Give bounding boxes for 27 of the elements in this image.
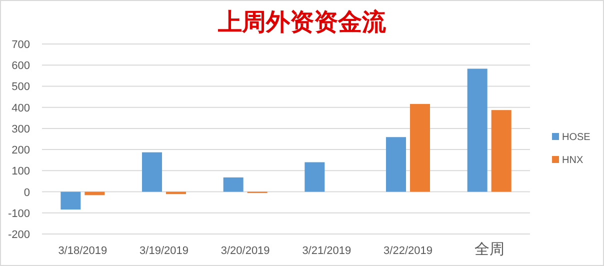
y-tick-label: 400	[12, 102, 30, 114]
bar	[223, 177, 244, 192]
y-tick-label: 0	[24, 186, 30, 199]
bar	[410, 104, 430, 192]
x-tick-label: 全周	[474, 241, 504, 258]
y-tick-label: 700	[12, 39, 30, 51]
y-tick-label: -100	[8, 208, 30, 220]
bar	[491, 110, 512, 192]
y-tick-label: -200	[8, 229, 30, 241]
x-tick-label: 3/20/2019	[220, 245, 270, 257]
y-tick-label: 600	[12, 60, 30, 72]
bar	[142, 152, 162, 192]
x-tick-label: 3/18/2019	[58, 245, 108, 257]
y-tick-label: 300	[12, 123, 30, 136]
y-tick-label: 100	[12, 166, 30, 178]
x-tick-label: 3/21/2019	[302, 245, 352, 257]
chart-title: 上周外资资金流	[217, 7, 387, 36]
x-tick-label: 3/22/2019	[384, 245, 432, 257]
y-tick-label: 200	[12, 144, 30, 157]
legend-label: HNX	[562, 155, 584, 166]
y-tick-label: 500	[12, 81, 30, 94]
x-tick-label: 3/19/2019	[140, 245, 188, 257]
bar	[304, 162, 325, 192]
bar	[467, 68, 488, 192]
bar	[386, 137, 406, 192]
legend-label: HOSE	[562, 132, 591, 143]
bar	[60, 192, 81, 210]
